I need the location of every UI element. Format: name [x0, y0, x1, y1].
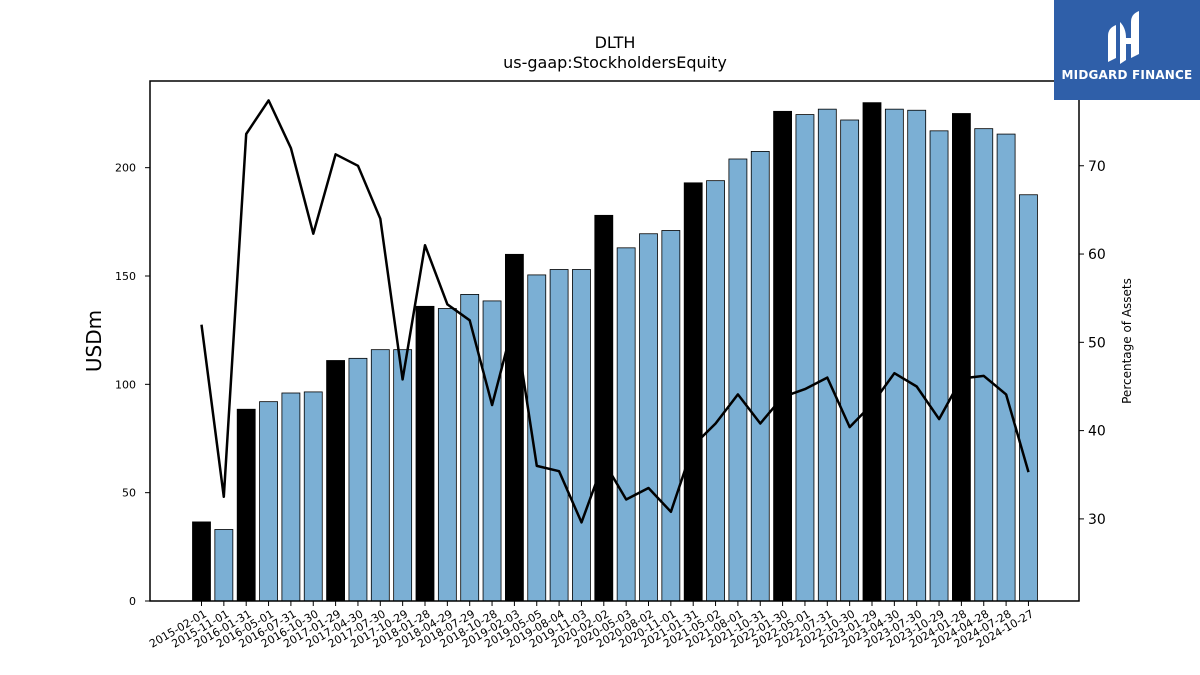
- bar: [996, 133, 1016, 602]
- bar: [639, 233, 658, 602]
- bar: [840, 119, 860, 602]
- bar: [594, 214, 614, 602]
- bar: [795, 114, 815, 602]
- bar: [303, 391, 323, 602]
- bar: [750, 151, 770, 602]
- bar: [1019, 194, 1038, 602]
- y2-tick-label: 70: [1088, 159, 1106, 175]
- bar: [281, 392, 301, 602]
- y-axis-left: 0 50 100 150 200: [115, 162, 150, 608]
- bar: [817, 108, 837, 602]
- y-tick-label: 200: [115, 162, 136, 175]
- bar: [683, 182, 703, 602]
- y-tick-label: 100: [115, 378, 136, 391]
- bar: [370, 349, 390, 602]
- bar: [884, 108, 904, 602]
- plot-frame: [149, 80, 1080, 602]
- bar: [482, 300, 502, 602]
- y2-tick-label: 60: [1088, 247, 1106, 263]
- y2-tick-label: 30: [1088, 512, 1106, 528]
- midgard-mark-icon: [1108, 11, 1139, 64]
- bar-series: [192, 102, 1038, 602]
- chart-subtitle: us-gaap:StockholdersEquity: [503, 53, 727, 72]
- bar: [728, 158, 748, 602]
- bar: [773, 110, 792, 602]
- bar: [348, 357, 368, 602]
- bar: [236, 408, 256, 602]
- y-tick-label: 0: [129, 595, 136, 608]
- y2-tick-label: 40: [1088, 424, 1106, 440]
- bar: [549, 269, 569, 602]
- bar: [706, 180, 725, 602]
- bar: [527, 274, 547, 602]
- chart-title: DLTH: [595, 33, 636, 52]
- brand-name: MIDGARD FINANCE: [1061, 68, 1193, 82]
- y-tick-label: 150: [115, 270, 136, 283]
- y2-axis-label: Percentage of Assets: [1120, 278, 1134, 404]
- bar: [661, 230, 681, 602]
- bar: [504, 253, 524, 602]
- bar: [415, 305, 435, 602]
- bar: [907, 109, 927, 602]
- line-series: [200, 99, 1030, 524]
- x-axis: 2015-02-012015-11-012016-01-312016-05-01…: [147, 601, 1036, 651]
- bar: [437, 308, 457, 602]
- y-axis-right: 30 40 50 60 70: [1079, 159, 1106, 528]
- y-axis-label: USDm: [82, 310, 106, 372]
- y-tick-label: 50: [122, 487, 136, 500]
- bar: [259, 401, 278, 602]
- brand-logo: MIDGARD FINANCE: [1054, 0, 1200, 100]
- bar: [862, 102, 882, 602]
- y2-tick-label: 50: [1088, 335, 1106, 351]
- bar: [192, 521, 211, 602]
- bar: [616, 247, 636, 602]
- bar: [326, 360, 346, 602]
- bar: [393, 349, 413, 602]
- bar: [929, 130, 949, 602]
- bar: [572, 269, 591, 602]
- bar: [974, 128, 994, 602]
- percentage-line: [200, 99, 1030, 524]
- bar: [952, 113, 971, 602]
- bar: [214, 529, 234, 602]
